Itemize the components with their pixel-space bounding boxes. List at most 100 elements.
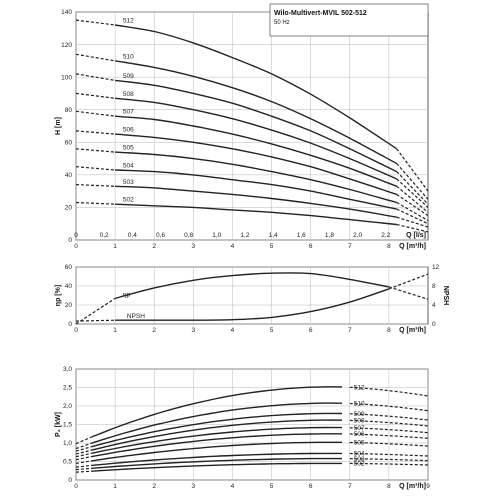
power-curve-start-510 xyxy=(75,442,92,450)
head-series-label-503: 503 xyxy=(123,179,134,186)
power-curve-end-510 xyxy=(349,402,429,412)
eff-y-tick-right: 8 xyxy=(432,283,436,290)
curve-layer xyxy=(75,19,429,473)
eff-x-tick: 4 xyxy=(231,327,235,334)
eta-label: ηp xyxy=(123,291,131,298)
head-curve-end-505 xyxy=(396,201,429,222)
head-series-label-507: 507 xyxy=(123,109,134,116)
head-y-tick: 140 xyxy=(61,9,72,16)
pow-y-tick: 3,0 xyxy=(63,366,72,373)
eta-curve-end xyxy=(388,286,429,300)
npsh-curve xyxy=(115,288,390,321)
pow-x-tick: 1 xyxy=(113,483,117,490)
power-curve-end-503 xyxy=(349,458,429,462)
power-series-label-512: 512 xyxy=(354,384,365,391)
head-curve-end-502 xyxy=(396,223,429,233)
head-y-tick: 0 xyxy=(68,237,72,244)
head-y-tick: 20 xyxy=(65,205,73,212)
power-series-label-506: 506 xyxy=(354,431,365,438)
power-curve-end-505 xyxy=(349,441,429,447)
head-series-label-510: 510 xyxy=(123,53,134,60)
head-curve-505 xyxy=(115,151,397,204)
head-curve-512 xyxy=(114,24,398,150)
head-curve-end-506 xyxy=(396,193,429,217)
head-series-label-509: 509 xyxy=(123,73,134,80)
head-x-tick: 8 xyxy=(387,243,391,250)
head-curve-start-504 xyxy=(75,166,116,171)
eff-x-tick: 6 xyxy=(309,327,313,334)
power-curve-start-512 xyxy=(75,436,92,445)
head-x-tick-ls: 0,2 xyxy=(100,232,109,239)
power-curve-start-507 xyxy=(75,452,92,458)
pow-y-tick: 1,0 xyxy=(63,440,72,447)
head-curve-start-512 xyxy=(75,19,116,26)
power-curve-506 xyxy=(91,433,342,458)
head-curve-509 xyxy=(115,79,398,173)
head-curve-506 xyxy=(115,133,397,196)
power-curve-start-508 xyxy=(75,449,92,455)
pow-x-tick: 2 xyxy=(152,483,156,490)
head-y-tick: 100 xyxy=(61,74,72,81)
head-y-tick: 80 xyxy=(65,107,73,114)
head-x-tick: 3 xyxy=(192,243,196,250)
eff-y-tick-right: 0 xyxy=(432,321,436,328)
power-curve-end-508 xyxy=(349,419,429,427)
pow-x-tick: 5 xyxy=(270,483,274,490)
power-curve-508 xyxy=(91,419,343,451)
pow-y-tick: 0 xyxy=(68,477,72,484)
head-xlabel-ls: Q [l/s] xyxy=(406,232,426,239)
pow-x-tick: 3 xyxy=(192,483,196,490)
head-x-tick-ls: 1,4 xyxy=(269,232,278,239)
head-series-label-502: 502 xyxy=(123,197,134,204)
head-y-tick: 120 xyxy=(61,42,72,49)
pow-x-tick: 0 xyxy=(74,483,78,490)
head-curve-507 xyxy=(115,115,397,187)
power-curve-start-504 xyxy=(75,464,92,468)
pow-y-tick: 2,5 xyxy=(63,385,72,392)
power-series-label-503: 503 xyxy=(354,456,365,463)
power-curve-509 xyxy=(91,412,343,448)
eff-y-tick: 40 xyxy=(65,283,73,290)
head-series-label-512: 512 xyxy=(123,18,134,25)
pow-ylabel: P₂ [kW] xyxy=(55,412,62,437)
pow-y-tick: 1,5 xyxy=(63,422,72,429)
eff-x-tick: 2 xyxy=(152,327,156,334)
head-x-tick-ls: 1,6 xyxy=(297,232,306,239)
head-curve-start-510 xyxy=(75,53,116,62)
eff-x-tick: 0 xyxy=(74,327,78,334)
power-curve-start-503 xyxy=(75,467,92,471)
head-curve-start-506 xyxy=(75,130,116,135)
head-x-tick: 6 xyxy=(309,243,313,250)
head-curve-503 xyxy=(115,185,397,218)
eff-x-tick: 3 xyxy=(192,327,196,334)
head-y-tick: 40 xyxy=(65,172,73,179)
power-curve-end-504 xyxy=(349,452,429,457)
power-curve-start-502 xyxy=(75,470,92,473)
chart-title: Wilo-Multivert-MVIL 502-512 xyxy=(274,10,367,17)
head-curve-start-503 xyxy=(75,184,116,187)
power-curve-507 xyxy=(91,426,343,454)
head-x-tick-ls: 2,0 xyxy=(353,232,362,239)
head-x-tick: 2 xyxy=(152,243,156,250)
power-curve-end-507 xyxy=(349,427,429,434)
head-x-tick-ls: 1,8 xyxy=(325,232,334,239)
power-curve-512 xyxy=(91,386,343,438)
npsh-curve-start xyxy=(75,319,116,322)
head-curve-start-507 xyxy=(75,110,116,117)
head-series-label-506: 506 xyxy=(123,127,134,134)
power-curve-502 xyxy=(91,462,342,472)
eta-curve-start xyxy=(75,297,116,325)
power-series-label-510: 510 xyxy=(354,401,365,408)
head-curve-start-508 xyxy=(75,92,116,99)
eta-curve xyxy=(114,272,390,300)
head-series-label-504: 504 xyxy=(123,162,134,169)
eff-x-tick: 5 xyxy=(270,327,274,334)
head-x-tick-ls: 0,8 xyxy=(184,232,193,239)
eff-y-tick: 60 xyxy=(65,264,73,271)
eff-y-tick: 0 xyxy=(68,321,72,328)
power-curve-end-509 xyxy=(349,413,429,421)
eff-x-tick: 1 xyxy=(113,327,117,334)
pow-x-tick: 8 xyxy=(387,483,391,490)
